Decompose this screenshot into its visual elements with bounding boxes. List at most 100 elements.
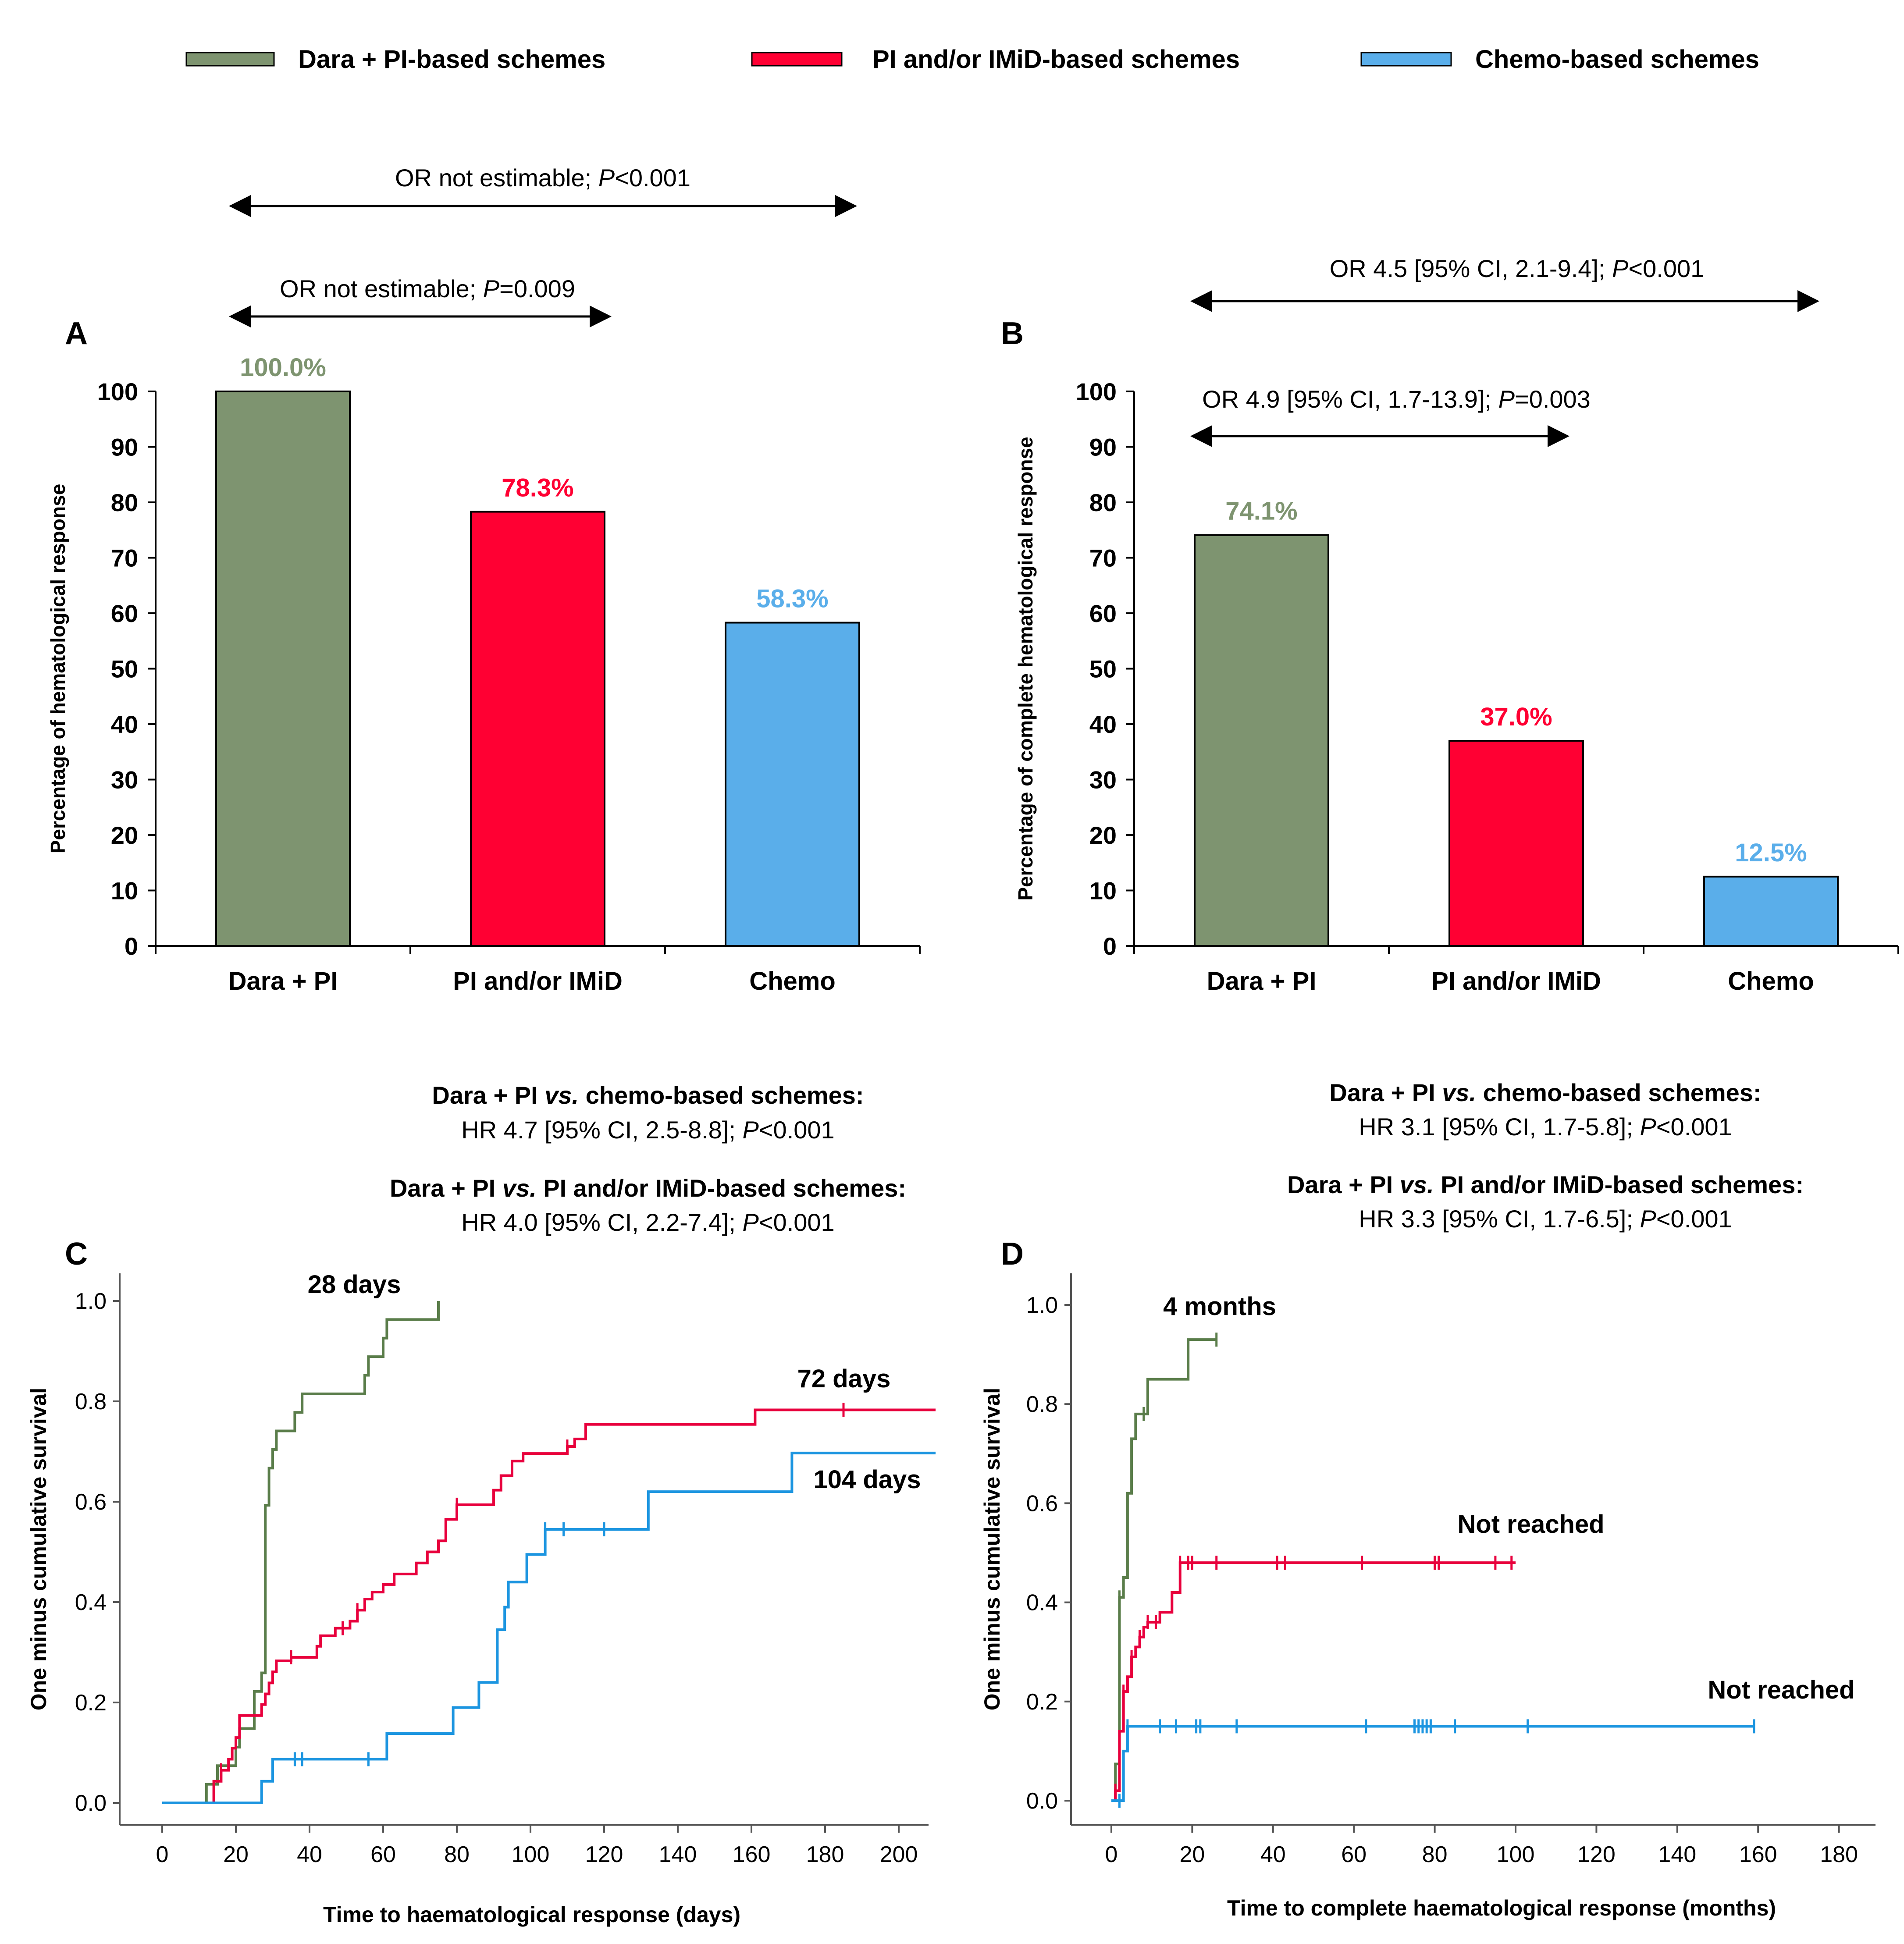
panel-d-x-tick-label: 0 bbox=[1105, 1842, 1118, 1867]
legend-item-pi: PI and/or IMiD-based schemes bbox=[751, 45, 1240, 74]
panel-d-y-tick-label: 0.4 bbox=[1026, 1590, 1058, 1616]
panel-b-bar-pi bbox=[1448, 739, 1584, 947]
panel-b-y-tick-label: 0 bbox=[1103, 932, 1117, 960]
panel-d-stats-2: Dara + PI vs. PI and/or IMiD-based schem… bbox=[1287, 1171, 1804, 1233]
panel-b-category-label-dara: Dara + PI bbox=[1207, 967, 1317, 995]
panel-b-value-label-dara: 74.1% bbox=[1225, 497, 1297, 526]
panel-c-stats-1: Dara + PI vs. chemo-based schemes: HR 4.… bbox=[432, 1081, 864, 1144]
panel-b-category-label-chemo: Chemo bbox=[1728, 967, 1814, 995]
panel-a-value-label-chemo: 58.3% bbox=[756, 585, 828, 613]
panel-a-y-tick-label: 80 bbox=[111, 489, 138, 516]
panel-c-x-tick-label: 200 bbox=[880, 1842, 918, 1867]
panel-c-x-tick-label: 100 bbox=[512, 1842, 550, 1867]
panel-d-x-tick-label: 80 bbox=[1422, 1842, 1448, 1867]
panel-d-x-tick-label: 160 bbox=[1739, 1842, 1777, 1867]
panel-b-y-axis-label: Percentage of complete hematological res… bbox=[1014, 437, 1037, 900]
panel-c-x-tick-label: 80 bbox=[444, 1842, 470, 1867]
panel-d-y-tick-label: 0.2 bbox=[1026, 1689, 1058, 1715]
panel-d-km-curve-pi bbox=[1111, 1561, 1516, 1802]
panel-a-y-tick-label: 30 bbox=[111, 766, 138, 794]
panel-d-stats-1-heading: Dara + PI vs. chemo-based schemes: bbox=[1329, 1079, 1761, 1106]
panel-c-stats-2: Dara + PI vs. PI and/or IMiD-based schem… bbox=[390, 1174, 906, 1236]
panel-c-y-tick-label: 0.0 bbox=[75, 1791, 107, 1816]
panel-d-x-axis-label: Time to complete haematological response… bbox=[1227, 1896, 1776, 1920]
panel-a-category-label-pi: PI and/or IMiD bbox=[453, 967, 623, 995]
legend-swatch-pi bbox=[751, 52, 843, 67]
panel-a-y-tick-label: 50 bbox=[111, 655, 138, 683]
panel-c-x-tick-label: 20 bbox=[223, 1842, 249, 1867]
panel-d-x-tick-label: 20 bbox=[1179, 1842, 1205, 1867]
panel-b-comparison-2: OR 4.9 [95% CI, 1.7-13.9]; P=0.003 bbox=[1190, 385, 1591, 447]
legend-swatch-chemo bbox=[1360, 52, 1452, 67]
panel-d-y-tick-label: 0.6 bbox=[1026, 1491, 1058, 1516]
panel-d-x-tick-label: 180 bbox=[1820, 1842, 1858, 1867]
panel-c-letter: C bbox=[65, 1237, 88, 1272]
panel-b-y-tick-label: 10 bbox=[1089, 877, 1117, 905]
panel-d-stats-2-hr: HR 3.3 [95% CI, 1.7-6.5]; P<0.001 bbox=[1359, 1205, 1732, 1233]
panel-b-y-tick-label: 60 bbox=[1089, 600, 1117, 627]
panel-b-y-tick-label: 80 bbox=[1089, 489, 1117, 516]
panel-b-y-tick-label: 50 bbox=[1089, 655, 1117, 683]
panel-c-median-label-pi: 72 days bbox=[797, 1365, 891, 1393]
panel-a-value-label-pi: 78.3% bbox=[502, 474, 573, 502]
panel-b-value-label-pi: 37.0% bbox=[1480, 703, 1552, 731]
panel-d-x-tick-label: 100 bbox=[1497, 1842, 1535, 1867]
panel-d-median-label-pi: Not reached bbox=[1457, 1510, 1604, 1539]
panel-d-x-tick-label: 140 bbox=[1658, 1842, 1696, 1867]
panel-c-x-tick-label: 140 bbox=[659, 1842, 697, 1867]
panel-a-y-tick-label: 90 bbox=[111, 434, 138, 461]
panel-c-stats-1-hr: HR 4.7 [95% CI, 2.5-8.8]; P<0.001 bbox=[461, 1116, 834, 1144]
panel-d-y-tick-label: 0.0 bbox=[1026, 1788, 1058, 1814]
panel-d-km-curve-dara bbox=[1111, 1338, 1217, 1802]
panel-b-comparison-1-text: OR 4.5 [95% CI, 2.1-9.4]; P<0.001 bbox=[1330, 255, 1705, 282]
panel-c-stats-2-hr: HR 4.0 [95% CI, 2.2-7.4]; P<0.001 bbox=[461, 1208, 834, 1236]
panel-c-y-tick-label: 0.6 bbox=[75, 1489, 107, 1515]
panel-b-letter: B bbox=[1001, 316, 1024, 351]
panel-c-km-curve-chemo bbox=[162, 1451, 936, 1804]
panel-c-x-tick-label: 0 bbox=[156, 1842, 169, 1867]
panel-c-y-tick-label: 0.4 bbox=[75, 1590, 107, 1615]
panel-b-y-tick-label: 100 bbox=[1076, 378, 1117, 405]
panel-c-x-axis-label: Time to haematological response (days) bbox=[323, 1902, 740, 1927]
panel-c-y-tick-label: 1.0 bbox=[75, 1289, 107, 1314]
panel-c-y-axis-label: One minus cumulative survival bbox=[26, 1388, 51, 1710]
legend-label-chemo: Chemo-based schemes bbox=[1475, 45, 1759, 74]
panel-c-x-tick-label: 160 bbox=[733, 1842, 771, 1867]
panel-d-stats-2-heading: Dara + PI vs. PI and/or IMiD-based schem… bbox=[1287, 1171, 1804, 1198]
panel-a-category-label-chemo: Chemo bbox=[749, 967, 836, 995]
panel-d-x-tick-label: 40 bbox=[1260, 1842, 1286, 1867]
panel-c-y-tick-label: 0.2 bbox=[75, 1690, 107, 1716]
panel-c-x-tick-label: 40 bbox=[297, 1842, 322, 1867]
panel-b-y-tick-label: 70 bbox=[1089, 544, 1117, 572]
panel-b-comparison-2-text: OR 4.9 [95% CI, 1.7-13.9]; P=0.003 bbox=[1202, 385, 1591, 413]
panel-c-x-tick-label: 180 bbox=[806, 1842, 844, 1867]
legend-item-dara: Dara + PI-based schemes bbox=[185, 45, 605, 74]
legend-swatch-dara bbox=[185, 52, 275, 67]
panel-a-category-label-dara: Dara + PI bbox=[228, 967, 338, 995]
panel-a-value-label-dara: 100.0% bbox=[240, 353, 326, 382]
panel-a-comparison-1-text: OR not estimable; P<0.001 bbox=[395, 164, 690, 192]
panel-b-value-label-chemo: 12.5% bbox=[1735, 839, 1807, 867]
panel-b-bar-chemo bbox=[1703, 875, 1839, 947]
panel-b: B OR 4.5 [95% CI, 2.1-9.4]; P<0.001 OR 4… bbox=[1001, 255, 1899, 995]
panel-a-y-tick-label: 100 bbox=[97, 378, 138, 405]
legend-label-dara: Dara + PI-based schemes bbox=[298, 45, 605, 74]
panel-d-median-label-chemo: Not reached bbox=[1708, 1676, 1854, 1704]
legend: Dara + PI-based schemes PI and/or IMiD-b… bbox=[185, 45, 1759, 74]
panel-c-km-curve-dara bbox=[162, 1301, 440, 1804]
panel-a-y-axis-label: Percentage of hematological response bbox=[46, 484, 69, 854]
panel-b-y-tick-label: 40 bbox=[1089, 711, 1117, 738]
panel-c-median-label-chemo: 104 days bbox=[813, 1465, 921, 1494]
panel-c-stats-1-heading: Dara + PI vs. chemo-based schemes: bbox=[432, 1081, 864, 1109]
panel-a-y-tick-label: 70 bbox=[111, 544, 138, 572]
panel-b-y-tick-label: 20 bbox=[1089, 821, 1117, 849]
panel-d-letter: D bbox=[1001, 1237, 1024, 1272]
panel-d-x-tick-label: 60 bbox=[1341, 1842, 1367, 1867]
panel-a-y-tick-label: 60 bbox=[111, 600, 138, 627]
panel-a: A OR not estimable; P<0.001 OR not estim… bbox=[46, 164, 921, 995]
panel-a-y-tick-label: 10 bbox=[111, 877, 138, 905]
panel-a-comparison-1: OR not estimable; P<0.001 bbox=[229, 164, 857, 217]
panel-c-x-tick-label: 60 bbox=[370, 1842, 396, 1867]
panel-b-y-tick-label: 90 bbox=[1089, 434, 1117, 461]
